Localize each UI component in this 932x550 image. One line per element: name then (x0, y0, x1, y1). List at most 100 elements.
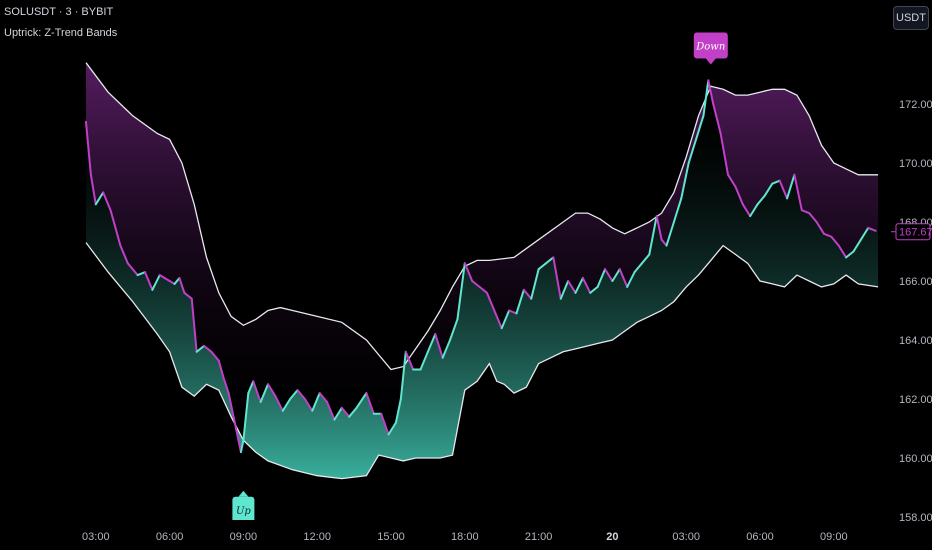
price-segment (478, 285, 488, 294)
price-segment (522, 288, 533, 300)
price-segment (281, 398, 292, 412)
x-tick-label: 20 (606, 531, 618, 543)
signal-label: Down (695, 42, 725, 53)
price-segment (296, 389, 306, 400)
price-segment (749, 203, 759, 218)
price-segment (574, 277, 584, 294)
price-segment (144, 271, 154, 291)
price-segment (618, 268, 629, 288)
signal-box (693, 32, 728, 59)
signal-down: Down (693, 32, 728, 65)
price-segment (867, 226, 877, 232)
price-segment (340, 406, 351, 418)
price-segment (508, 309, 518, 315)
price-segment (800, 209, 811, 215)
x-tick-label: 12:00 (303, 531, 331, 543)
price-segment (158, 274, 171, 282)
price-segment (655, 215, 663, 241)
price-segment (707, 79, 715, 105)
price-segment (559, 280, 570, 300)
signal-box (232, 496, 255, 520)
plot-area[interactable]: Down Up (84, 32, 879, 523)
indicator-title: Uptrick: Z-Trend Bands (4, 27, 118, 39)
price-segment (845, 250, 855, 259)
upper-band-fill (86, 62, 879, 453)
price-segment (119, 244, 129, 265)
price-segment (611, 268, 621, 282)
price-segment (852, 238, 862, 253)
price-segment (456, 262, 466, 321)
price-segment (267, 383, 277, 398)
price-segment (318, 392, 329, 403)
price-segment (190, 297, 198, 353)
price-segment (604, 268, 614, 282)
price-segment (151, 274, 161, 291)
price-axis[interactable]: 158.00160.00162.00164.00166.00168.00170.… (891, 99, 932, 524)
signal-label: Up (236, 506, 251, 517)
price-segment (589, 285, 599, 294)
price-segment (178, 277, 186, 294)
price-segment (808, 212, 818, 223)
y-tick-label: 172.00 (899, 99, 932, 111)
price-segment (793, 173, 803, 212)
y-tick-label: 164.00 (899, 335, 932, 347)
price-segment (217, 359, 225, 380)
price-segment (89, 173, 97, 206)
price-segment (326, 400, 336, 421)
price-segment (567, 280, 577, 294)
price-segment (695, 114, 705, 141)
price-segment (786, 173, 796, 200)
price-segment (252, 380, 262, 403)
price-segment (235, 427, 242, 454)
time-axis[interactable]: 03:00 06:00 09:00 12:00 15:00 18:00 21:00 20 03:… (82, 531, 848, 543)
price-segment (203, 344, 213, 353)
price-segment (734, 185, 744, 206)
price-segment (471, 280, 481, 288)
symbol-title: SOLUSDT · 3 · BYBIT (4, 6, 114, 18)
price-segment (259, 383, 269, 403)
x-tick-label: 09:00 (820, 531, 848, 543)
price-segment (493, 309, 503, 330)
x-tick-label: 15:00 (377, 531, 405, 543)
signal-pointer (238, 490, 249, 497)
y-tick-label: 158.00 (899, 512, 932, 524)
price-segment (242, 392, 250, 442)
price-segment (763, 182, 774, 197)
price-segment (94, 191, 105, 206)
price-segment (247, 380, 255, 395)
price-segment (274, 395, 284, 412)
x-tick-label: 03:00 (82, 531, 110, 543)
lower-band-line (85, 242, 879, 480)
x-tick-label: 18:00 (451, 531, 479, 543)
price-segment (333, 406, 343, 421)
y-tick-label: 160.00 (899, 453, 932, 465)
price-segment (289, 389, 299, 400)
price-segment (210, 350, 220, 362)
price-segment (665, 221, 675, 247)
price-segment (355, 392, 368, 409)
price-segment (537, 262, 547, 271)
price-segment (394, 398, 402, 424)
price-segment (222, 377, 230, 395)
price-segment (712, 103, 722, 135)
price-segment (380, 412, 390, 436)
price-segment (404, 350, 415, 371)
price-segment (530, 268, 540, 300)
price-segment (756, 194, 766, 206)
price-segment (822, 232, 833, 238)
price-segment (633, 262, 643, 274)
price-segment (463, 262, 474, 282)
price-segment (387, 421, 397, 436)
price-segment (719, 132, 730, 176)
x-tick-label: 06:00 (746, 531, 774, 543)
price-segment (672, 197, 683, 223)
price-segment (581, 277, 592, 294)
price-segment (741, 203, 752, 218)
price-segment (771, 179, 781, 185)
price-segment (702, 79, 710, 117)
currency-button[interactable]: USDT (893, 6, 929, 30)
price-segment (687, 138, 698, 164)
price-segment (552, 256, 562, 300)
price-segment (84, 120, 92, 176)
